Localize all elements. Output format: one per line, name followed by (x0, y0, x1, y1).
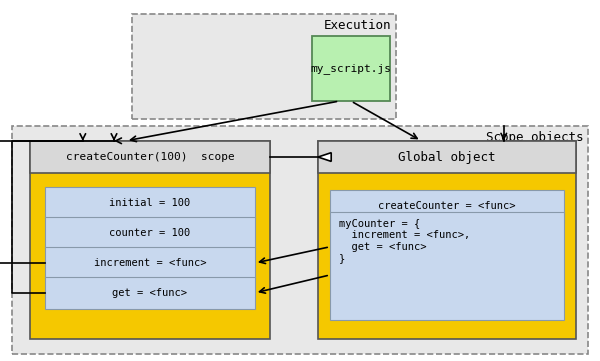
Text: createCounter = <func>: createCounter = <func> (378, 201, 516, 212)
Bar (330, 212, 564, 321)
Text: Scope objects: Scope objects (485, 131, 583, 144)
Bar (45, 277, 255, 309)
Bar (30, 141, 270, 339)
Text: counter = 100: counter = 100 (109, 228, 191, 238)
Polygon shape (318, 153, 331, 161)
Text: Global object: Global object (398, 151, 496, 164)
Bar (330, 190, 564, 223)
Text: Execution: Execution (324, 19, 391, 32)
Text: get = <func>: get = <func> (113, 288, 187, 298)
Text: my_script.js: my_script.js (311, 63, 392, 74)
Bar (312, 36, 390, 101)
Bar (30, 141, 270, 173)
Text: myCounter = {
  increment = <func>,
  get = <func>
}: myCounter = { increment = <func>, get = … (339, 219, 470, 264)
Bar (45, 187, 255, 219)
Bar (45, 247, 255, 279)
Bar (318, 141, 576, 173)
Text: initial = 100: initial = 100 (109, 198, 191, 208)
Bar (318, 141, 576, 339)
Bar (45, 217, 255, 249)
Bar (132, 14, 396, 119)
Bar (12, 126, 588, 354)
Text: increment = <func>: increment = <func> (94, 258, 206, 268)
Text: createCounter(100)  scope: createCounter(100) scope (65, 152, 235, 162)
